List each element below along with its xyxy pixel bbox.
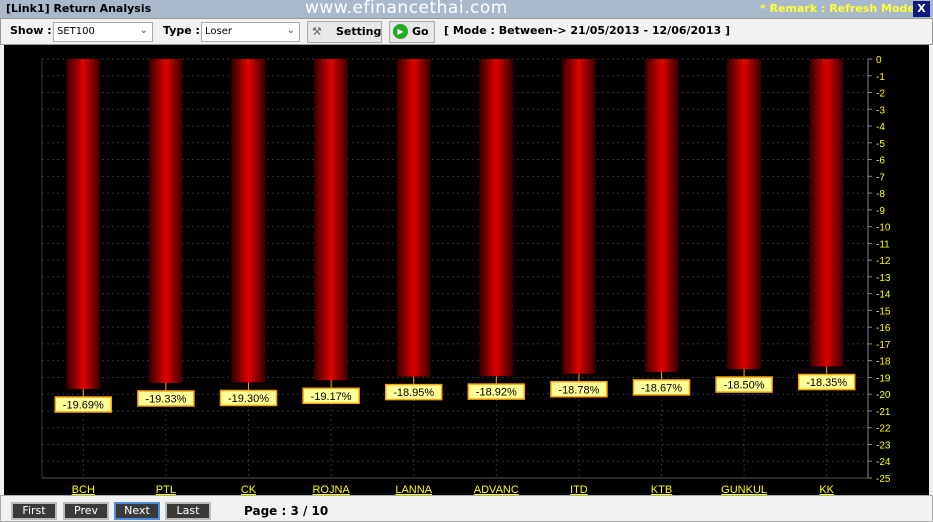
page-indicator: Page : 3 / 10 [244, 504, 329, 518]
data-label-box [715, 376, 773, 393]
close-button[interactable]: X [913, 1, 930, 17]
bar [809, 59, 844, 367]
y-tick-label: -16 [876, 323, 891, 334]
y-tick-label: -25 [876, 474, 891, 485]
y-tick-label: 0 [876, 55, 882, 66]
y-tick-label: -19 [876, 373, 891, 384]
y-tick-label: -21 [876, 407, 891, 418]
y-tick-label: -22 [876, 424, 891, 435]
bar [66, 59, 101, 390]
x-tick-label[interactable]: KTB [651, 484, 672, 496]
x-tick-label[interactable]: ADVANC [474, 484, 519, 496]
y-tick-label: -7 [876, 172, 885, 183]
bar [314, 59, 349, 381]
x-tick-label[interactable]: ITD [570, 484, 588, 496]
data-label-box [467, 383, 526, 400]
setting-button[interactable]: ⚒ Setting [307, 21, 382, 43]
y-tick-label: -3 [876, 105, 885, 116]
x-tick-label[interactable]: PTL [156, 484, 176, 496]
data-label: -18.50% [724, 380, 765, 392]
chevron-down-icon: ⌄ [139, 25, 148, 36]
x-tick-label[interactable]: KK [819, 484, 834, 496]
bar [561, 59, 596, 374]
first-button[interactable]: First [11, 502, 57, 520]
bar [479, 59, 514, 377]
type-value: Loser [205, 26, 232, 37]
toolbar: Show : SET100 ⌄ Type : Loser ⌄ ⚒ Setting ▶ G… [0, 18, 933, 45]
chart-area: 0 -1 -2 -3 -4 -5 -6 -7 -8 -9 -10 -11 -12 -13 -14 -15 -16… [4, 45, 929, 496]
bar [396, 59, 431, 377]
data-label: -19.17% [311, 391, 352, 403]
type-label: Type : [163, 24, 200, 37]
y-tick-label: -14 [876, 290, 891, 301]
tools-icon: ⚒ [312, 25, 322, 38]
show-value: SET100 [57, 26, 95, 37]
play-icon: ▶ [393, 24, 408, 39]
type-select[interactable]: Loser ⌄ [201, 22, 300, 42]
setting-label: Setting [336, 25, 382, 38]
data-label: -18.67% [641, 382, 682, 394]
y-tick-label: -24 [876, 457, 891, 468]
data-label-box [384, 383, 443, 401]
y-tick-label: -4 [876, 122, 885, 133]
y-tick-label: -20 [876, 390, 891, 401]
y-tick-label: -11 [876, 239, 890, 250]
y-tick-label: -17 [876, 340, 891, 351]
data-label-box [302, 387, 360, 405]
y-tick-label: -1 [876, 72, 885, 83]
prev-button[interactable]: Prev [63, 502, 109, 520]
data-label: -19.69% [63, 400, 104, 412]
data-label-box [632, 379, 691, 396]
title-bar: [Link1] Return Analysis www.efinancethai… [0, 0, 933, 18]
data-label: -19.30% [228, 393, 269, 405]
go-label: Go [412, 25, 429, 38]
watermark: www.efinancethai.com [305, 0, 508, 18]
chevron-down-icon: ⌄ [286, 25, 295, 36]
pager: First Prev Next Last Page : 3 / 10 [0, 495, 933, 522]
data-label-box [219, 389, 278, 407]
next-button[interactable]: Next [114, 502, 160, 520]
data-label-box [797, 373, 856, 391]
x-tick-label[interactable]: LANNA [395, 484, 432, 496]
x-tick-label[interactable]: BCH [72, 484, 95, 496]
bar [644, 59, 679, 372]
x-tick-label[interactable]: CK [241, 484, 257, 496]
data-label: -18.92% [476, 387, 517, 399]
x-tick-label[interactable]: ROJNA [312, 484, 350, 496]
bar [231, 59, 266, 383]
data-label: -18.95% [393, 387, 434, 399]
y-tick-label: -12 [876, 256, 891, 267]
y-tick-label: -15 [876, 306, 891, 317]
data-label-box [54, 396, 113, 413]
bar [148, 59, 183, 383]
x-tick-label[interactable]: GUNKUL [721, 484, 767, 496]
bar-chart: 0 -1 -2 -3 -4 -5 -6 -7 -8 -9 -10 -11 -12 -13 -14 -15 -16… [41, 55, 891, 496]
mode-text: [ Mode : Between-> 21/05/2013 - 12/06/20… [444, 24, 730, 37]
show-select[interactable]: SET100 ⌄ [53, 22, 153, 42]
y-tick-label: -18 [876, 357, 891, 368]
y-tick-label: -13 [876, 273, 891, 284]
data-label: -18.78% [558, 384, 599, 396]
last-button[interactable]: Last [165, 502, 211, 520]
bar [727, 59, 762, 370]
y-tick-label: -5 [876, 139, 885, 150]
window-title: [Link1] Return Analysis [6, 2, 152, 15]
y-tick-label: -2 [876, 89, 885, 100]
y-tick-label: -10 [876, 223, 891, 234]
y-tick-label: -8 [876, 189, 885, 200]
y-tick-label: -23 [876, 440, 891, 451]
go-button[interactable]: ▶ Go [389, 21, 435, 43]
data-label-box [137, 390, 195, 407]
data-label: -18.35% [806, 377, 847, 389]
data-label-box [550, 381, 608, 398]
data-label: -19.33% [145, 393, 186, 405]
show-label: Show : [10, 24, 52, 37]
y-tick-label: -9 [876, 206, 885, 217]
remark-text: * Remark : Refresh Mode [760, 2, 915, 15]
y-tick-label: -6 [876, 156, 885, 167]
